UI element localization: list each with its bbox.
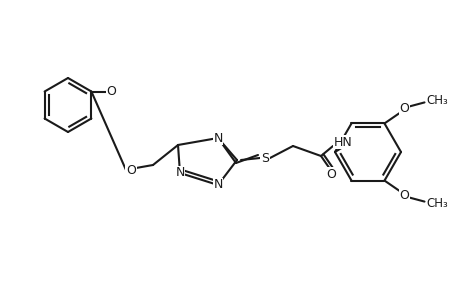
Text: O: O	[399, 189, 409, 202]
Text: HN: HN	[333, 136, 352, 148]
Text: N: N	[213, 178, 222, 191]
Text: O: O	[126, 164, 136, 176]
Text: N: N	[213, 131, 222, 145]
Text: O: O	[106, 85, 116, 98]
Text: O: O	[399, 102, 409, 115]
Text: N: N	[175, 167, 184, 179]
Text: CH₃: CH₃	[425, 94, 447, 107]
Text: CH₃: CH₃	[425, 197, 447, 210]
Text: S: S	[260, 152, 269, 164]
Text: O: O	[325, 167, 335, 181]
